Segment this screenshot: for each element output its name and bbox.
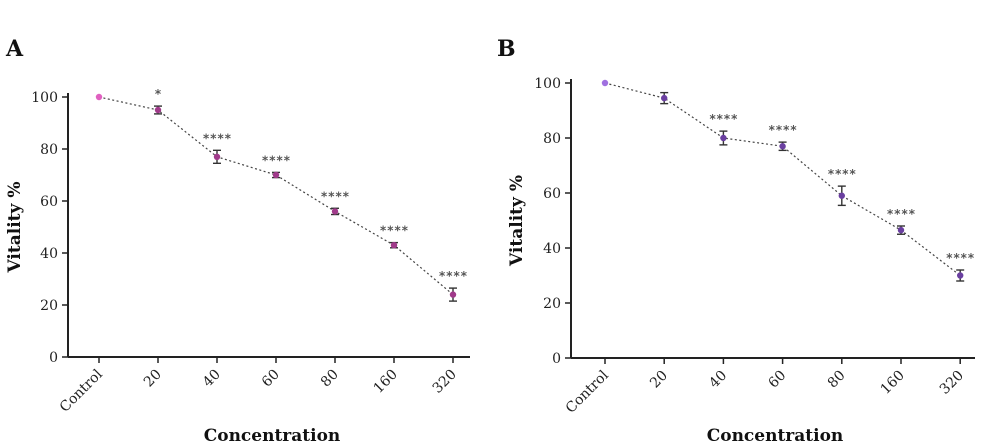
significance-label: **** (709, 112, 738, 126)
data-point (897, 226, 905, 234)
significance-label: **** (768, 123, 797, 137)
x-tick-label: 320 (937, 368, 967, 398)
y-tick-label: 40 (40, 246, 58, 262)
significance-label: **** (887, 207, 916, 221)
y-tick-label: 20 (40, 298, 58, 314)
significance-label: **** (946, 251, 975, 265)
data-point (390, 242, 398, 249)
series-line (604, 82, 961, 276)
data-point (601, 79, 609, 87)
y-tick-label: 80 (40, 142, 58, 158)
x-tick-label: 40 (200, 367, 224, 391)
chart-panel-a: A 0 20 40 60 80 100 Control 20 40 60 80 160 320 Concen… (5, 36, 470, 445)
x-tick-label: 80 (318, 367, 342, 391)
chart-panel-b: B 0 20 40 60 80 100 Control 20 40 60 80 160 320 Concen… (497, 36, 975, 445)
significance-label: **** (827, 167, 856, 181)
x-axis-title: Concentration (707, 426, 844, 445)
significance-label: **** (380, 224, 409, 238)
panel-label: A (5, 36, 24, 62)
significance-label: * (154, 87, 161, 101)
y-tick-label: 0 (552, 351, 561, 367)
y-tick-label: 80 (543, 131, 561, 147)
data-point (272, 171, 280, 179)
x-tick-label: 160 (878, 368, 908, 398)
x-tick-label: Control (563, 367, 612, 416)
data-point (838, 192, 845, 199)
y-tick-label: 20 (543, 296, 561, 312)
significance-label: **** (321, 189, 350, 203)
data-point (95, 93, 103, 101)
data-point (154, 106, 162, 114)
x-tick-label: Control (57, 366, 106, 415)
x-tick-label: 320 (430, 367, 460, 397)
y-tick-label: 40 (543, 241, 561, 257)
significance-label: **** (262, 153, 291, 167)
x-tick-label: 20 (141, 367, 165, 391)
significance-label: **** (203, 131, 232, 145)
data-point (720, 134, 727, 142)
y-tick-label: 60 (40, 194, 58, 210)
panel-label: B (497, 36, 516, 62)
y-tick-label: 100 (31, 90, 58, 106)
data-point (449, 291, 457, 298)
data-point (213, 153, 221, 160)
x-tick-label: 60 (766, 368, 790, 392)
x-tick-label: 20 (647, 368, 671, 392)
y-tick-label: 60 (543, 186, 561, 202)
data-point (957, 272, 964, 279)
x-tick-label: 60 (259, 367, 283, 391)
y-tick-label: 0 (49, 350, 58, 366)
y-tick-label: 100 (534, 76, 561, 92)
y-axis-title: Vitality % (5, 182, 25, 274)
x-tick-label: 160 (371, 367, 401, 397)
significance-label: **** (439, 269, 468, 283)
data-point (779, 143, 786, 150)
series-line (98, 96, 454, 296)
x-tick-label: 40 (706, 368, 730, 392)
data-point (661, 94, 668, 102)
x-tick-label: 80 (825, 368, 849, 392)
x-axis-title: Concentration (204, 426, 341, 445)
y-axis-title: Vitality % (507, 175, 527, 267)
data-point (331, 208, 339, 215)
